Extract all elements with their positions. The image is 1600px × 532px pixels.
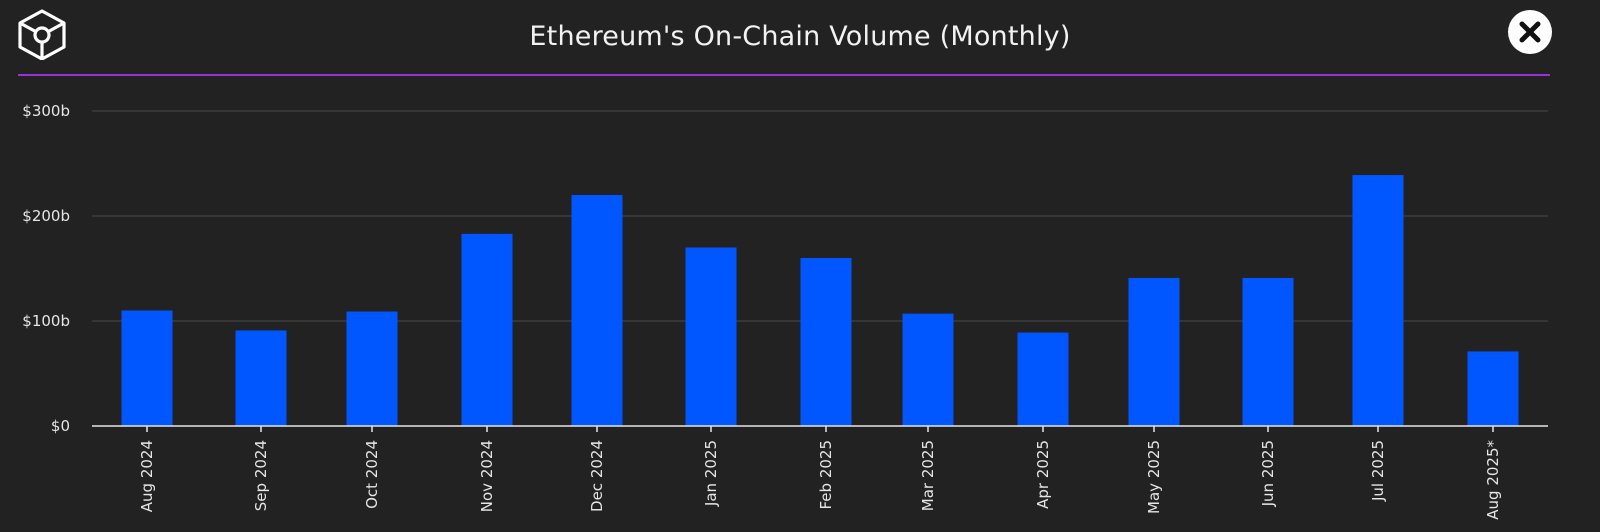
bar: [121, 310, 173, 426]
x-tick-label: Aug 2024: [138, 440, 156, 512]
bar: [902, 313, 954, 426]
x-tick-label: Jun 2025: [1259, 440, 1277, 507]
bar: [235, 330, 287, 426]
bars: [121, 175, 1519, 426]
bar: [1128, 277, 1180, 426]
x-tick-label: Jul 2025: [1369, 440, 1387, 502]
x-tick-label: Apr 2025: [1034, 440, 1052, 509]
tick-labels: $0 $100b $200b $300b Aug 2024 Sep 2024 Oct 202…: [22, 102, 1502, 520]
x-tick-label: Jan 2025: [702, 440, 720, 507]
close-button[interactable]: [1508, 10, 1552, 54]
x-tick-label: Mar 2025: [919, 440, 937, 511]
bar: [1352, 175, 1404, 426]
bar: [461, 233, 513, 426]
bar: [1017, 332, 1069, 426]
y-tick-label: $0: [51, 417, 70, 435]
bar: [1467, 351, 1519, 426]
axes: [92, 425, 1548, 432]
x-tick-label: Aug 2025*: [1484, 440, 1502, 520]
x-tick-label: Dec 2024: [588, 440, 606, 512]
close-icon: [1519, 21, 1541, 43]
x-tick-label: Sep 2024: [252, 440, 270, 511]
header-divider: [18, 74, 1550, 76]
bar: [1242, 277, 1294, 426]
cube-logo-icon: [16, 8, 68, 61]
bar: [685, 247, 737, 426]
bar: [800, 258, 852, 426]
chart-title: Ethereum's On-Chain Volume (Monthly): [529, 21, 1071, 52]
y-tick-label: $200b: [22, 207, 70, 225]
bar: [346, 311, 398, 426]
x-tick-label: Oct 2024: [363, 440, 381, 509]
x-tick-label: Nov 2024: [478, 440, 496, 512]
y-tick-label: $300b: [22, 102, 70, 120]
bar: [571, 195, 623, 426]
y-tick-label: $100b: [22, 312, 70, 330]
x-tick-label: Feb 2025: [817, 440, 835, 510]
x-tick-label: May 2025: [1145, 440, 1163, 514]
